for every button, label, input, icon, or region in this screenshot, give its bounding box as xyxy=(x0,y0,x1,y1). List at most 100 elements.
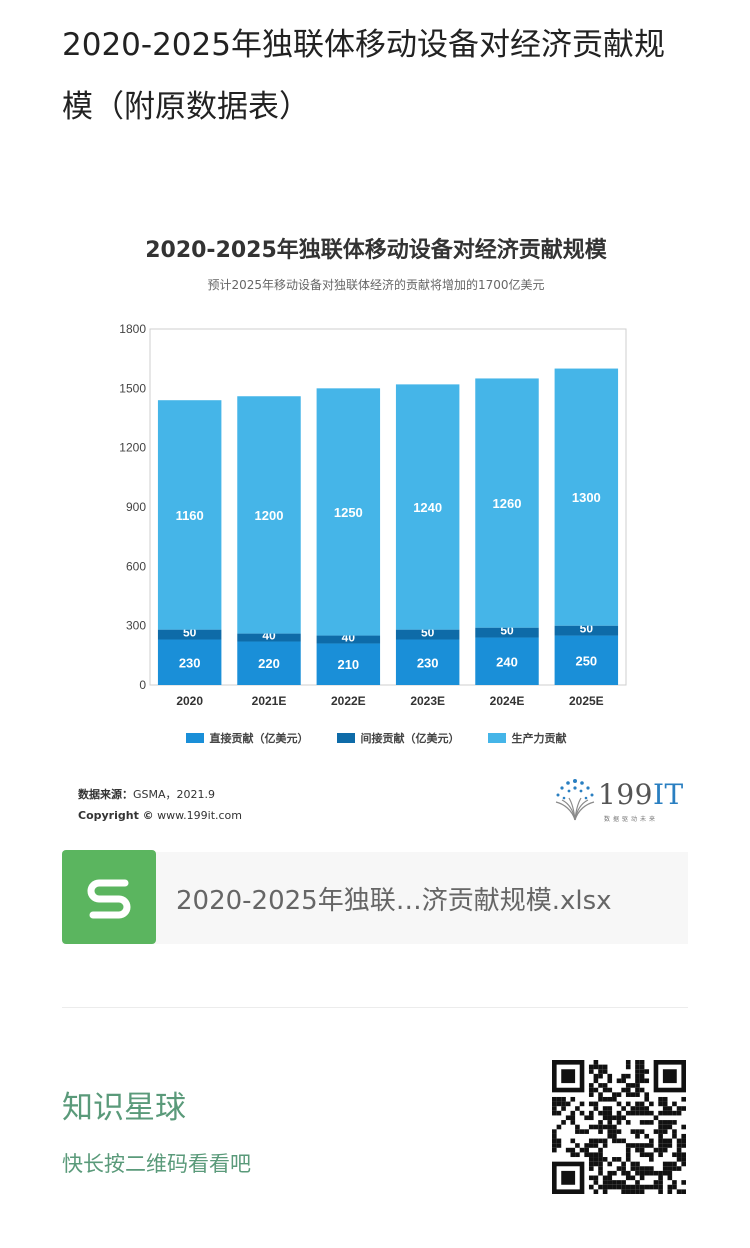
qr-module xyxy=(616,1110,622,1116)
x-tick-label: 2021E xyxy=(252,694,287,708)
qr-module xyxy=(653,1115,659,1121)
qr-module xyxy=(607,1073,613,1079)
qr-module xyxy=(593,1152,599,1158)
qr-module xyxy=(612,1096,617,1102)
qr-module xyxy=(593,1087,599,1093)
qr-module xyxy=(593,1064,599,1070)
qr-module xyxy=(552,1106,557,1111)
qr-module xyxy=(607,1124,613,1130)
qr-module xyxy=(598,1120,603,1125)
qr-module xyxy=(602,1110,608,1116)
qr-module xyxy=(579,1101,585,1107)
qr-module xyxy=(602,1069,608,1074)
qr-module xyxy=(584,1143,589,1148)
qr-module xyxy=(593,1073,599,1079)
qr-module xyxy=(662,1138,668,1144)
qr-module xyxy=(667,1138,673,1144)
bar-segment-direct xyxy=(395,639,460,685)
bar-segment-direct xyxy=(554,635,619,685)
y-tick-label: 1500 xyxy=(119,381,146,395)
bar-segment-indirect xyxy=(237,633,301,642)
qr-module xyxy=(556,1096,562,1102)
qr-module xyxy=(658,1184,663,1190)
qr-module xyxy=(667,1161,673,1167)
qr-module xyxy=(639,1101,645,1107)
qr-module xyxy=(635,1073,640,1079)
qr-module xyxy=(672,1166,677,1171)
qr-module xyxy=(644,1078,650,1084)
y-tick-label: 600 xyxy=(126,559,146,573)
qr-module xyxy=(676,1189,682,1194)
qr-module xyxy=(565,1101,571,1107)
qr-module xyxy=(639,1120,645,1125)
qr-module xyxy=(579,1110,585,1116)
qr-module xyxy=(552,1101,557,1107)
qr-module xyxy=(625,1143,631,1148)
qr-module xyxy=(612,1180,617,1185)
qr-module xyxy=(612,1092,617,1097)
qr-module xyxy=(602,1189,608,1194)
qr-module xyxy=(630,1143,636,1148)
qr-module xyxy=(625,1120,631,1125)
bar-segment-indirect xyxy=(316,635,381,644)
chart-subtitle: 预计2025年移动设备对独联体经济的贡献将增加的1700亿美元 xyxy=(207,278,545,292)
qr-module xyxy=(625,1092,631,1097)
qr-module xyxy=(649,1166,654,1171)
data-label: 1200 xyxy=(255,508,284,523)
qr-module xyxy=(593,1180,599,1185)
qr-module xyxy=(561,1106,566,1111)
qr-module xyxy=(662,1124,668,1130)
qr-module xyxy=(681,1133,686,1139)
qr-module xyxy=(625,1152,631,1158)
qr-module xyxy=(552,1096,557,1102)
qr-module xyxy=(662,1147,668,1153)
qr-module xyxy=(635,1143,640,1148)
qr-module xyxy=(598,1161,603,1167)
legend-label-productivity: 生产力贡献 xyxy=(511,732,567,745)
y-tick-label: 1800 xyxy=(119,322,146,336)
qr-module xyxy=(607,1129,613,1134)
qr-module xyxy=(602,1064,608,1070)
qr-module xyxy=(630,1083,636,1088)
qr-module xyxy=(612,1124,617,1130)
qr-module xyxy=(593,1157,599,1162)
qr-module xyxy=(667,1124,673,1130)
qr-module xyxy=(639,1189,645,1194)
qr-module xyxy=(579,1129,585,1134)
qr-module xyxy=(570,1120,576,1125)
qr-module xyxy=(635,1110,640,1116)
data-label: 1300 xyxy=(572,490,601,505)
qr-module xyxy=(588,1083,594,1088)
qr-module xyxy=(588,1087,594,1093)
qr-module xyxy=(552,1129,557,1134)
data-label: 240 xyxy=(496,654,518,669)
promo-title: 知识星球 xyxy=(62,1090,186,1126)
qr-module xyxy=(630,1161,636,1167)
qr-module xyxy=(653,1147,659,1153)
qr-module xyxy=(607,1106,613,1111)
qr-module xyxy=(658,1124,663,1130)
qr-module xyxy=(644,1143,650,1148)
qr-module xyxy=(607,1184,613,1190)
qr-module xyxy=(630,1184,636,1190)
qr-module xyxy=(598,1170,603,1176)
qr-module xyxy=(602,1115,608,1121)
qr-module xyxy=(593,1078,599,1084)
source-line: 数据来源：GSMA，2021.9 xyxy=(78,784,242,805)
qr-module xyxy=(635,1060,640,1065)
qr-module xyxy=(621,1138,626,1144)
data-label: 1160 xyxy=(176,508,204,523)
brand-logo: 199IT 数据驱动未来 xyxy=(552,776,683,826)
qr-module xyxy=(635,1092,640,1097)
legend-label-direct: 直接贡献（亿美元） xyxy=(209,732,309,745)
qr-module xyxy=(602,1157,608,1162)
stacked-bar-chart: 0300600900120015001800230501160202022040… xyxy=(119,322,627,708)
file-name[interactable]: 2020-2025年独联…济贡献规模.xlsx xyxy=(176,885,612,916)
qr-module xyxy=(676,1143,682,1148)
qr-module xyxy=(662,1129,668,1134)
file-attachment-card[interactable]: 2020-2025年独联…济贡献规模.xlsx xyxy=(62,850,688,944)
qr-module xyxy=(667,1110,673,1116)
qr-module xyxy=(625,1175,631,1181)
qr-module xyxy=(593,1101,599,1107)
qr-code[interactable] xyxy=(552,1060,686,1194)
